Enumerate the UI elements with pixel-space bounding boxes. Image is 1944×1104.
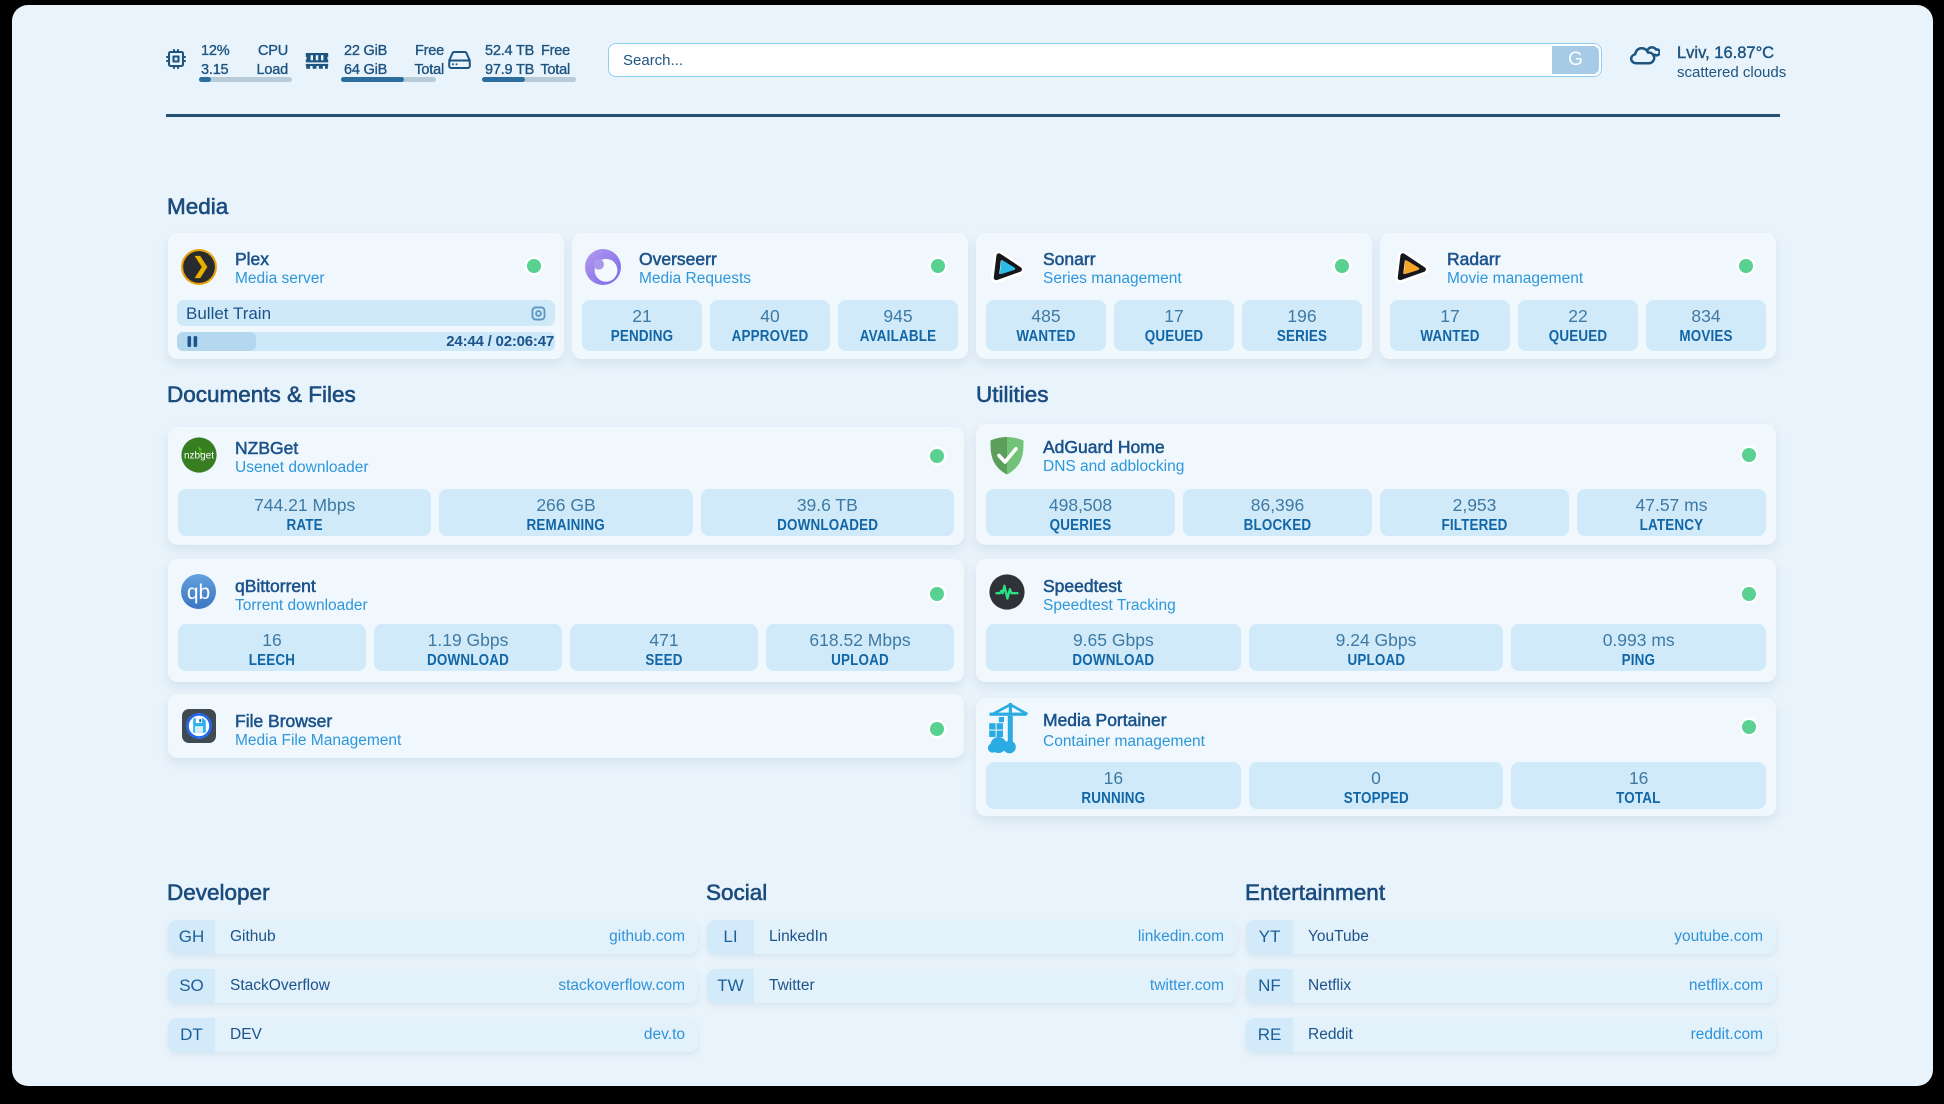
svg-text:nzbget: nzbget bbox=[184, 451, 214, 462]
svg-text:qb: qb bbox=[187, 581, 210, 604]
